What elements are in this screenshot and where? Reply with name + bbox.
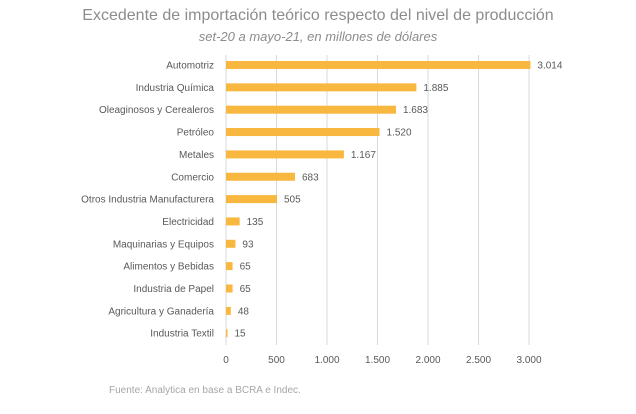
labels: 0 500 1.000 1.500 2.000 2.500 3.000 Automotriz 3…	[81, 61, 563, 367]
bar	[226, 262, 233, 271]
bar	[226, 306, 231, 315]
category-label: Industria Textil	[150, 329, 214, 340]
bar	[226, 128, 380, 137]
value-label: 48	[238, 306, 250, 317]
category-label: Maquinarias y Equipos	[113, 239, 214, 250]
value-label: 65	[240, 284, 252, 295]
chart-subtitle: set-20 a mayo-21, en millones de dólares	[198, 29, 438, 44]
category-label: Metales	[179, 150, 214, 161]
category-label: Petróleo	[177, 128, 215, 139]
bar	[226, 83, 417, 92]
category-label: Comercio	[171, 172, 214, 183]
category-label: Agricultura y Ganadería	[108, 306, 214, 317]
value-label: 1.683	[403, 105, 428, 116]
value-label: 505	[284, 195, 301, 206]
x-tick-label: 2.000	[415, 355, 440, 366]
category-label: Otros Industria Manufacturera	[81, 195, 214, 206]
value-label: 683	[302, 172, 319, 183]
bar	[226, 195, 278, 204]
value-label: 1.885	[423, 83, 448, 94]
category-label: Automotriz	[166, 61, 214, 72]
category-label: Industria de Papel	[133, 284, 214, 295]
x-tick-label: 500	[268, 355, 285, 366]
x-tick-label: 1.000	[314, 355, 339, 366]
value-label: 93	[242, 239, 254, 250]
value-label: 65	[240, 262, 252, 273]
x-tick-label: 0	[223, 355, 229, 366]
bar	[226, 284, 233, 293]
category-label: Electricidad	[162, 217, 214, 228]
bar	[226, 239, 236, 248]
gridlines	[225, 55, 530, 345]
chart-title: Excedente de importación teórico respect…	[82, 7, 554, 24]
value-label: 1.520	[387, 128, 412, 139]
source-note: Fuente: Analytica en base a BCRA e Indec…	[109, 385, 301, 396]
value-label: 3.014	[537, 61, 562, 72]
x-tick-label: 2.500	[466, 355, 491, 366]
bar	[226, 150, 344, 159]
bar	[226, 172, 295, 181]
x-tick-label: 3.000	[516, 355, 541, 366]
value-label: 135	[247, 217, 264, 228]
bars	[226, 61, 531, 338]
x-tick-label: 1.500	[365, 355, 390, 366]
value-label: 1.167	[351, 150, 376, 161]
category-label: Industria Química	[136, 83, 215, 94]
bar	[226, 105, 396, 114]
bar	[226, 217, 240, 226]
bar	[226, 61, 531, 69]
category-label: Alimentos y Bebidas	[123, 262, 214, 273]
bar	[226, 329, 228, 338]
value-label: 15	[235, 329, 247, 340]
category-label: Oleaginosos y Cerealeros	[99, 105, 214, 116]
